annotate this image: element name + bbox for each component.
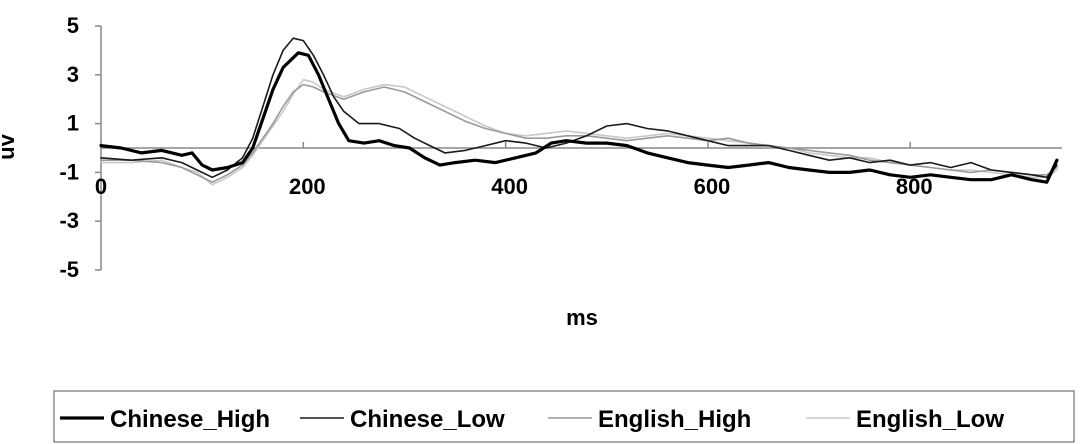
series-line-english-high xyxy=(100,83,1058,183)
x-tick-label: 600 xyxy=(694,174,731,199)
legend-label: English_Low xyxy=(856,406,1004,433)
y-tick-label: 3 xyxy=(67,62,79,87)
y-tick-label: -5 xyxy=(59,257,79,282)
legend-frame xyxy=(53,390,1075,443)
legend-items: Chinese_High Chinese_Low English_High Engli… xyxy=(60,406,1004,433)
series-line-english-low xyxy=(100,78,1058,186)
y-axis-title: uv xyxy=(0,133,19,159)
series-line-chinese-low xyxy=(100,37,1058,179)
legend-label: English_High xyxy=(598,406,751,433)
series-lines xyxy=(99,37,1059,186)
x-tick-label: 0 xyxy=(95,174,107,199)
legend-label: Chinese_Low xyxy=(350,406,505,433)
x-axis-title: ms xyxy=(566,305,598,330)
x-tick-label: 200 xyxy=(289,174,326,199)
plot-area: 531-1-3-5 0 200 400 600 800 xyxy=(59,13,1062,282)
legend-label: Chinese_High xyxy=(110,406,270,433)
y-tick-label: -3 xyxy=(59,208,79,233)
y-tick-label: -1 xyxy=(59,159,79,184)
legend: Chinese_High Chinese_Low English_High Engli… xyxy=(53,390,1075,443)
y-tick-label: 5 xyxy=(67,13,79,38)
y-tick-label: 1 xyxy=(67,111,79,136)
x-tick-label: 400 xyxy=(491,174,528,199)
y-ticks: 5 3 1 -1 -3 -5 xyxy=(59,13,101,282)
series-line-chinese-high xyxy=(99,51,1059,184)
x-ticks: 0 200 400 600 800 xyxy=(95,142,933,199)
